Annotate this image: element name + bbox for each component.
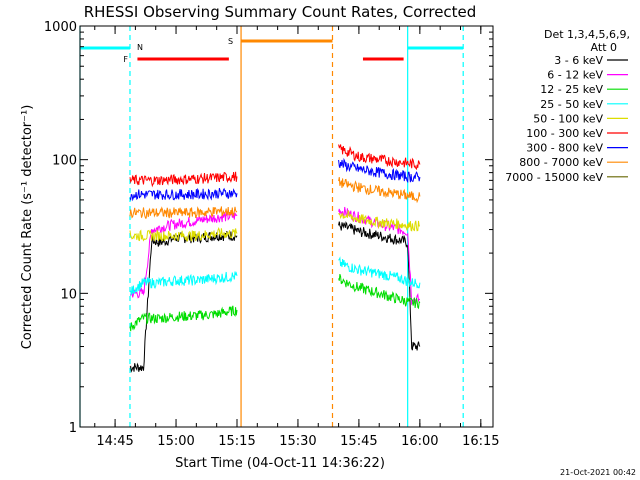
legend-label: 3 - 6 keV: [554, 54, 603, 67]
series-line-5: [129, 171, 238, 188]
series-line-6: [129, 187, 238, 202]
legend: Det 1,3,4,5,6,9,Att 03 - 6 keV 6 - 12 keV…: [505, 28, 630, 184]
series-line-7: [338, 177, 421, 204]
legend-header: Det 1,3,4,5,6,9,: [544, 28, 630, 41]
legend-label: 800 - 7000 keV: [519, 156, 603, 169]
legend-label: 25 - 50 keV: [540, 98, 603, 111]
series-line-0: [338, 221, 421, 351]
series-line-5: [338, 144, 421, 171]
x-tick-label: 16:15: [462, 434, 499, 449]
axes: 1 10 100 1000 14:45 15:00 15:15 15:30 15:45 16:00…: [44, 20, 500, 449]
night-label: N: [137, 43, 143, 52]
legend-label: 300 - 800 keV: [526, 142, 603, 155]
series-line-6: [338, 157, 421, 184]
series-line-4: [338, 209, 421, 232]
series-line-2: [129, 305, 238, 332]
plot-area: N S F: [79, 26, 464, 427]
flare-label: F: [123, 55, 128, 64]
series-line-1: [338, 206, 420, 306]
y-tick-label: 1000: [44, 20, 77, 35]
series-line-2: [338, 273, 421, 310]
x-tick-label: 15:15: [218, 434, 255, 449]
saa-label: S: [228, 37, 233, 46]
y-axis-label: Corrected Count Rate (s⁻¹ detector⁻¹): [20, 105, 35, 350]
legend-label: 50 - 100 keV: [533, 112, 603, 125]
x-tick-label: 15:30: [279, 434, 316, 449]
y-tick-label: 100: [52, 154, 77, 169]
x-tick-label: 15:00: [157, 434, 194, 449]
chart-title: RHESSI Observing Summary Count Rates, Co…: [84, 3, 477, 21]
legend-label: 12 - 25 keV: [540, 83, 603, 96]
plot-frame: [79, 25, 494, 428]
y-tick-label: 10: [60, 287, 77, 302]
y-tick-label: 1: [69, 421, 77, 436]
x-tick-label: 14:45: [96, 434, 133, 449]
legend-header: Att 0: [591, 41, 617, 54]
x-axis-label: Start Time (04-Oct-11 14:36:22): [175, 456, 385, 471]
legend-label: 100 - 300 keV: [526, 127, 603, 140]
legend-label: 6 - 12 keV: [547, 69, 603, 82]
x-tick-label: 16:00: [401, 434, 438, 449]
legend-label: 7000 - 15000 keV: [505, 171, 603, 184]
series-line-7: [129, 206, 238, 219]
series-line-4: [129, 227, 238, 242]
series-line-1: [130, 210, 238, 299]
footer-timestamp: 21-Oct-2021 00:42: [560, 468, 636, 477]
x-tick-label: 15:45: [340, 434, 377, 449]
series-line-3: [338, 256, 421, 289]
series-line-3: [129, 271, 238, 296]
series-line-0: [129, 230, 238, 373]
